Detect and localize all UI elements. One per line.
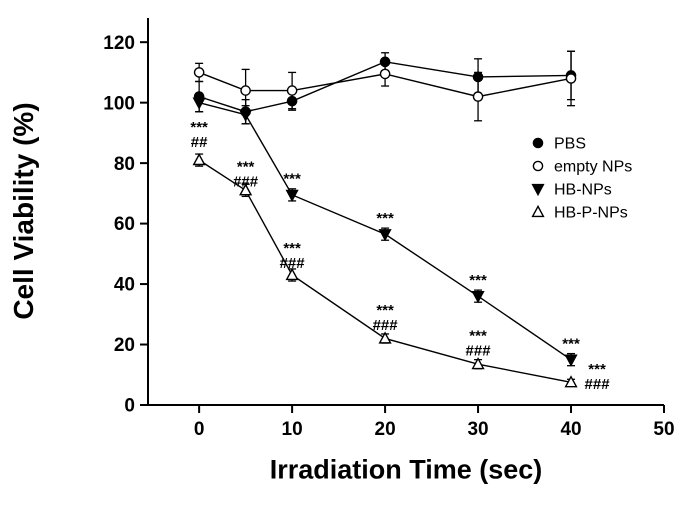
significance-annotation: ### <box>585 376 611 393</box>
marker-empty-nps <box>286 85 298 96</box>
marker-pbs <box>472 71 484 83</box>
y-tick-label: 80 <box>114 154 135 175</box>
marker-hb-p-nps <box>564 375 578 388</box>
significance-annotation: ### <box>373 317 399 334</box>
legend-label-hb-p-nps: HB-P-NPs <box>554 205 628 222</box>
y-tick-label: 40 <box>114 275 135 296</box>
legend-marker-hb-nps <box>531 183 545 197</box>
x-tick-label: 30 <box>467 419 488 440</box>
significance-annotation: *** <box>376 302 394 319</box>
y-tick-label: 60 <box>114 214 135 235</box>
x-tick-label: 20 <box>375 419 396 440</box>
marker-hb-nps <box>239 109 253 122</box>
legend-label-empty-nps: empty NPs <box>554 159 632 176</box>
significance-annotation: *** <box>588 361 606 378</box>
marker-empty-nps <box>379 68 391 80</box>
y-tick-label: 0 <box>124 396 135 417</box>
series-line-empty-nps <box>198 71 572 98</box>
marker-hb-p-nps <box>471 357 485 370</box>
y-tick-label: 120 <box>103 33 135 54</box>
marker-hb-nps <box>471 291 485 304</box>
y-tick-label: 20 <box>114 335 135 356</box>
marker-hb-p-nps <box>239 183 253 196</box>
marker-pbs <box>379 56 391 68</box>
series-line-hb-nps <box>198 101 572 361</box>
marker-empty-nps <box>472 91 484 102</box>
marker-hb-nps <box>192 97 206 110</box>
x-tick-label: 0 <box>194 419 205 440</box>
marker-hb-p-nps <box>192 153 206 166</box>
significance-annotation: *** <box>237 158 255 175</box>
x-tick-label: 40 <box>560 419 581 440</box>
significance-annotation: *** <box>190 119 208 136</box>
marker-empty-nps <box>565 73 577 84</box>
legend-marker-empty-nps <box>532 160 544 172</box>
marker-hb-nps <box>378 229 392 242</box>
significance-annotation: ### <box>233 173 259 190</box>
series-line-hb-p-nps <box>198 159 572 384</box>
x-tick-label: 10 <box>282 419 303 440</box>
marker-pbs <box>286 95 298 107</box>
x-tick-label: 50 <box>653 419 674 440</box>
marker-hb-p-nps <box>285 267 299 281</box>
significance-annotation: *** <box>376 210 394 227</box>
significance-annotation: *** <box>562 335 580 352</box>
legend-label-hb-nps: HB-NPs <box>554 182 612 199</box>
marker-empty-nps <box>193 67 205 78</box>
marker-hb-nps <box>285 189 299 202</box>
y-tick-label: 100 <box>103 93 135 114</box>
x-axis-title: Irradiation Time (sec) <box>269 454 543 485</box>
y-axis-title: Cell Viability (%) <box>8 102 39 320</box>
legend-marker-pbs <box>532 137 544 149</box>
legend-marker-hb-p-nps <box>531 204 545 218</box>
significance-annotation: *** <box>469 272 487 289</box>
marker-hb-p-nps <box>378 331 392 344</box>
significance-annotation: ## <box>191 134 208 151</box>
significance-annotation: *** <box>283 170 301 187</box>
legend-label-pbs: PBS <box>554 136 586 153</box>
marker-hb-nps <box>564 354 578 367</box>
significance-annotation: ### <box>280 255 306 272</box>
significance-annotation: *** <box>469 328 487 345</box>
series-line-pbs <box>198 61 572 113</box>
significance-annotation: ### <box>466 343 492 360</box>
significance-annotation: *** <box>283 240 301 257</box>
marker-empty-nps <box>240 85 251 96</box>
